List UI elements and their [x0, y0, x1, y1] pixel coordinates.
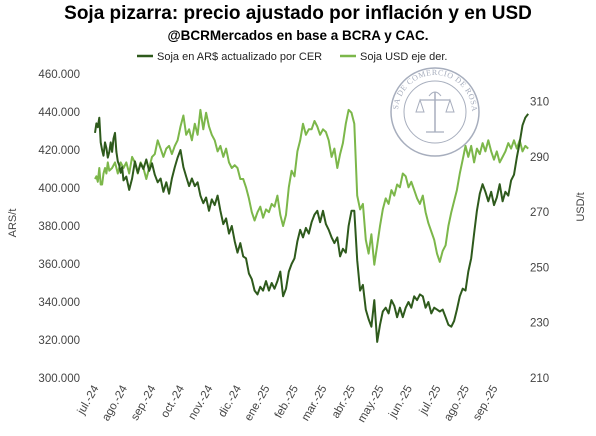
x-tick-label: jul.-25	[417, 384, 444, 418]
x-tick-label: sep.-25	[471, 384, 501, 423]
y-left-tick-label: 460.000	[38, 69, 80, 81]
x-tick-label: ago.-25	[442, 384, 472, 424]
y-axis-left-label: ARS/t	[7, 209, 19, 238]
legend-label-usd: Soja USD eje der.	[360, 51, 447, 63]
y-left-tick-label: 340.000	[38, 297, 80, 309]
x-tick-label: sep.-24	[129, 383, 159, 423]
x-tick-label: mar.-25	[300, 384, 330, 424]
x-tick-label: nov.-24	[186, 383, 215, 422]
plot-area	[94, 108, 529, 343]
y-left-tick-label: 440.000	[38, 107, 80, 119]
y-left-tick-label: 400.000	[38, 183, 80, 195]
chart-subtitle: @BCRMercados en base a BCRA y CAC.	[168, 28, 429, 43]
y-right-tick-label: 310	[530, 97, 549, 109]
y-left-tick-label: 320.000	[38, 335, 80, 347]
legend: Soja en AR$ actualizado por CER Soja USD…	[137, 51, 447, 63]
y-right-tick-label: 230	[530, 318, 549, 330]
x-tick-label: oct.-24	[159, 383, 187, 420]
y-right-tick-label: 270	[530, 207, 549, 219]
legend-label-ars: Soja en AR$ actualizado por CER	[157, 51, 322, 63]
x-tick-label: ago.-24	[100, 383, 130, 423]
y-right-tick-label: 250	[530, 262, 549, 274]
x-tick-label: ene.-25	[243, 384, 273, 424]
y-right-tick-label: 290	[530, 152, 549, 164]
x-tick-label: may.-25	[356, 384, 387, 425]
x-tick-label: jun.-25	[387, 384, 415, 421]
x-tick-label: feb.-25	[273, 384, 301, 421]
y-axis-right: 210 230 250 270 290 310	[530, 97, 549, 385]
x-tick-label: jul.-24	[75, 383, 102, 418]
y-axis-right-label: USD/t	[575, 192, 587, 221]
y-left-tick-label: 300.000	[38, 373, 80, 385]
y-left-tick-label: 420.000	[38, 145, 80, 157]
chart-title: Soja pizarra: precio ajustado por inflac…	[64, 3, 532, 24]
x-tick-label: abr.-25	[330, 384, 358, 421]
y-right-tick-label: 210	[530, 373, 549, 385]
y-axis-left: 300.000 320.000 340.000 360.000 380.000 400.0…	[38, 69, 80, 385]
y-left-tick-label: 360.000	[38, 259, 80, 271]
series-line-ars	[94, 113, 529, 343]
series-line-usd	[94, 108, 529, 266]
x-tick-label: dic.-24	[216, 383, 244, 419]
y-left-tick-label: 380.000	[38, 221, 80, 233]
